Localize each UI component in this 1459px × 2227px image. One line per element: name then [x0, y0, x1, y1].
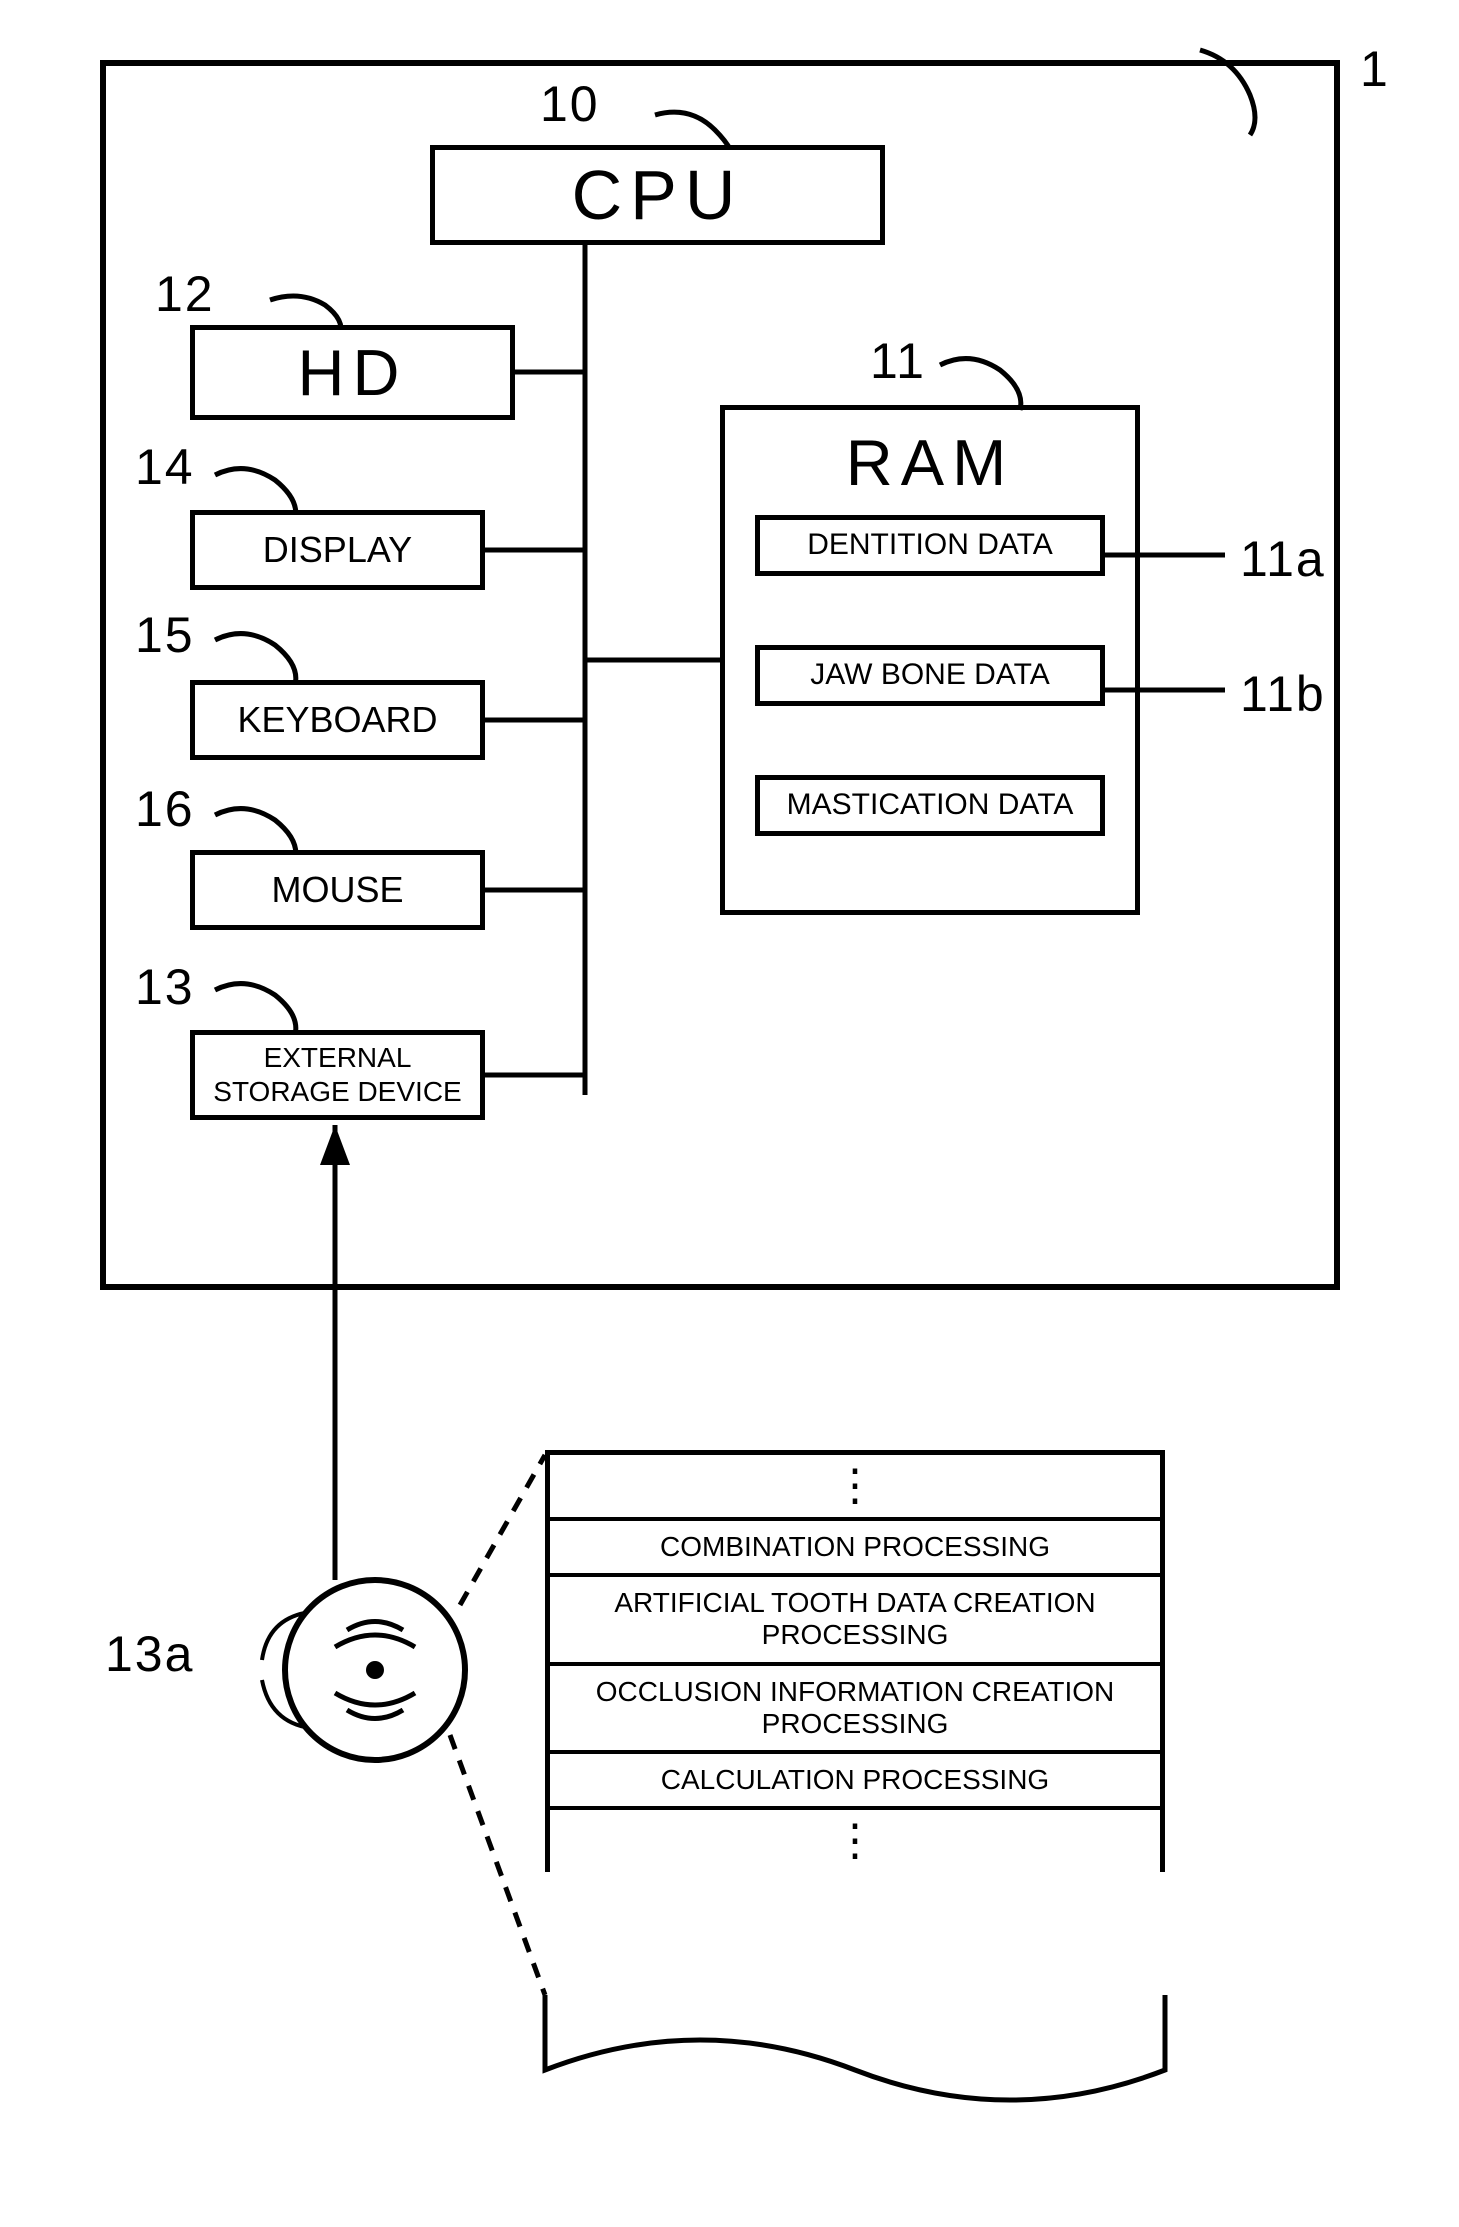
label-keyboard: 15	[135, 606, 195, 664]
mouse-text: MOUSE	[271, 869, 403, 911]
ram-mastication-item: MASTICATION DATA	[755, 775, 1105, 836]
label-ram-b: 11b	[1240, 665, 1326, 723]
keyboard-text: KEYBOARD	[237, 699, 437, 741]
label-main: 1	[1360, 40, 1390, 98]
mouse-box: MOUSE	[190, 850, 485, 930]
dots-top: ⋮	[550, 1455, 1160, 1521]
ram-title: RAM	[846, 425, 1014, 500]
hd-text: HD	[298, 335, 408, 410]
external-storage-box: EXTERNAL STORAGE DEVICE	[190, 1030, 485, 1120]
row-artificial: ARTIFICIAL TOOTH DATA CREATION PROCESSIN…	[550, 1577, 1160, 1665]
label-ram: 11	[870, 332, 926, 390]
system-block-diagram: 1 CPU 10 HD 12 DISPLAY 14 KEYBOARD 15 MO…	[0, 0, 1459, 2227]
disc-icon	[280, 1575, 470, 1765]
display-text: DISPLAY	[263, 529, 412, 571]
ram-dentition-item: DENTITION DATA	[755, 515, 1105, 576]
row-occlusion: OCCLUSION INFORMATION CREATION PROCESSIN…	[550, 1666, 1160, 1754]
keyboard-box: KEYBOARD	[190, 680, 485, 760]
label-mouse: 16	[135, 780, 195, 838]
label-hd: 12	[155, 265, 215, 323]
cpu-text: CPU	[572, 155, 744, 235]
ram-jawbone-text: JAW BONE DATA	[810, 658, 1049, 691]
display-box: DISPLAY	[190, 510, 485, 590]
row-combination: COMBINATION PROCESSING	[550, 1521, 1160, 1577]
ext-storage-text: EXTERNAL STORAGE DEVICE	[195, 1041, 480, 1108]
ram-dentition-text: DENTITION DATA	[807, 528, 1053, 561]
ram-jawbone-item: JAW BONE DATA	[755, 645, 1105, 706]
storage-content-list: ⋮ COMBINATION PROCESSING ARTIFICIAL TOOT…	[545, 1450, 1165, 1872]
cpu-box: CPU	[430, 145, 885, 245]
label-ext-storage: 13	[135, 958, 195, 1016]
label-disc: 13a	[105, 1625, 194, 1683]
label-display: 14	[135, 438, 195, 496]
ram-mastication-text: MASTICATION DATA	[787, 788, 1074, 821]
ram-container: RAM DENTITION DATA JAW BONE DATA MASTICA…	[720, 405, 1140, 915]
label-ram-a: 11a	[1240, 530, 1326, 588]
dots-bottom: ⋮	[550, 1810, 1160, 1872]
label-cpu: 10	[540, 75, 600, 133]
row-calculation: CALCULATION PROCESSING	[550, 1754, 1160, 1810]
hd-box: HD	[190, 325, 515, 420]
